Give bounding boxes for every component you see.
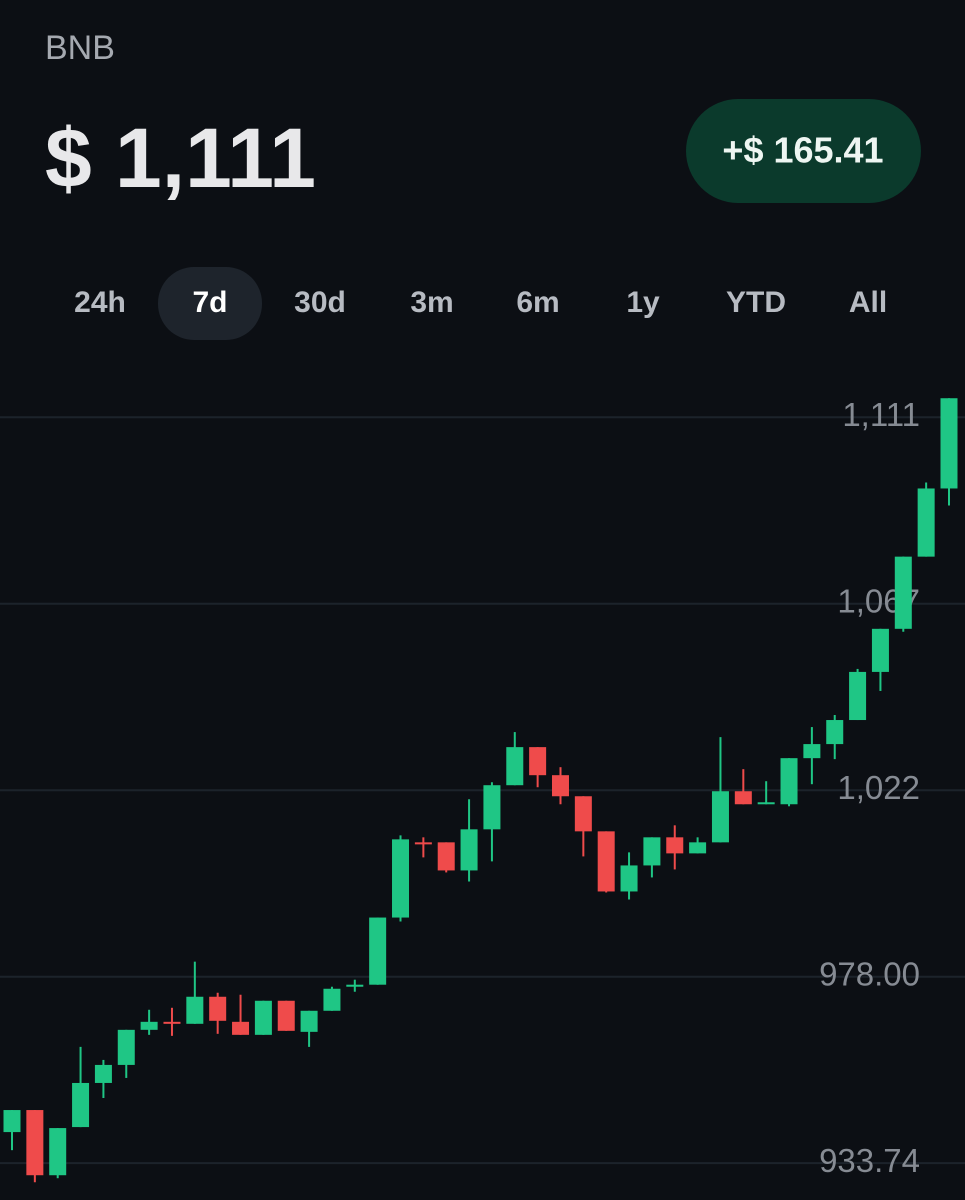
candle-body [392, 839, 410, 918]
candle-body [643, 837, 661, 866]
candle-body [597, 831, 615, 892]
candle-body [917, 488, 935, 557]
range-tab[interactable]: 30d [294, 286, 346, 319]
candle-body [711, 791, 729, 843]
candle-body [689, 842, 707, 854]
candle-body [346, 984, 364, 987]
candle-body [323, 988, 341, 1011]
symbol: BNB [45, 29, 115, 67]
range-tab[interactable]: 24h [74, 286, 126, 319]
candle-body [437, 842, 455, 871]
candle-body [209, 996, 227, 1021]
candle-body [620, 865, 638, 892]
candle-body [780, 758, 798, 805]
y-tick-label: 1,111 [842, 396, 920, 433]
candle-body [277, 1000, 295, 1031]
change: +$ 165.41 [722, 130, 883, 171]
candle-body [506, 747, 524, 786]
candle-body [757, 802, 775, 805]
candle-body [414, 842, 432, 845]
candle-body [232, 1021, 250, 1035]
range-tab[interactable]: 6m [516, 286, 559, 319]
candle-body [300, 1010, 318, 1032]
candle-body [666, 837, 684, 854]
candle-body [734, 791, 752, 805]
range-tab[interactable]: YTD [726, 286, 786, 319]
candle-body [826, 720, 844, 745]
candle-body [849, 671, 867, 721]
candle-body [871, 628, 889, 672]
change-pill [686, 99, 921, 203]
y-tick-label: 978.00 [819, 955, 920, 992]
range-tab[interactable]: 3m [410, 286, 453, 319]
candle-body [940, 398, 958, 489]
candle-body [72, 1082, 90, 1128]
candle-body [186, 996, 204, 1024]
candle-body [254, 1000, 272, 1035]
price: $ 1,111 [45, 111, 316, 205]
range-tab[interactable]: 7d [192, 286, 227, 319]
candle-body [163, 1021, 181, 1024]
candle-body [117, 1029, 135, 1065]
candle-body [94, 1064, 112, 1083]
candle-body [49, 1128, 67, 1176]
candle-body [551, 775, 569, 797]
candle-body [894, 556, 912, 629]
y-tick-label: 1,022 [837, 769, 920, 806]
active-tab-bg [158, 267, 262, 340]
candles [3, 398, 958, 1183]
y-tick-label: 933.74 [819, 1142, 920, 1179]
candle-body [140, 1021, 158, 1030]
candle-body [574, 796, 592, 832]
candle-body [3, 1110, 21, 1133]
range-tab[interactable]: All [849, 286, 887, 319]
candle-body [529, 747, 547, 776]
candle-body [369, 917, 387, 985]
candle-body [483, 785, 501, 830]
range-tab[interactable]: 1y [626, 286, 660, 319]
candle-body [803, 744, 821, 759]
candle-body [460, 829, 478, 871]
candle-body [26, 1110, 44, 1176]
